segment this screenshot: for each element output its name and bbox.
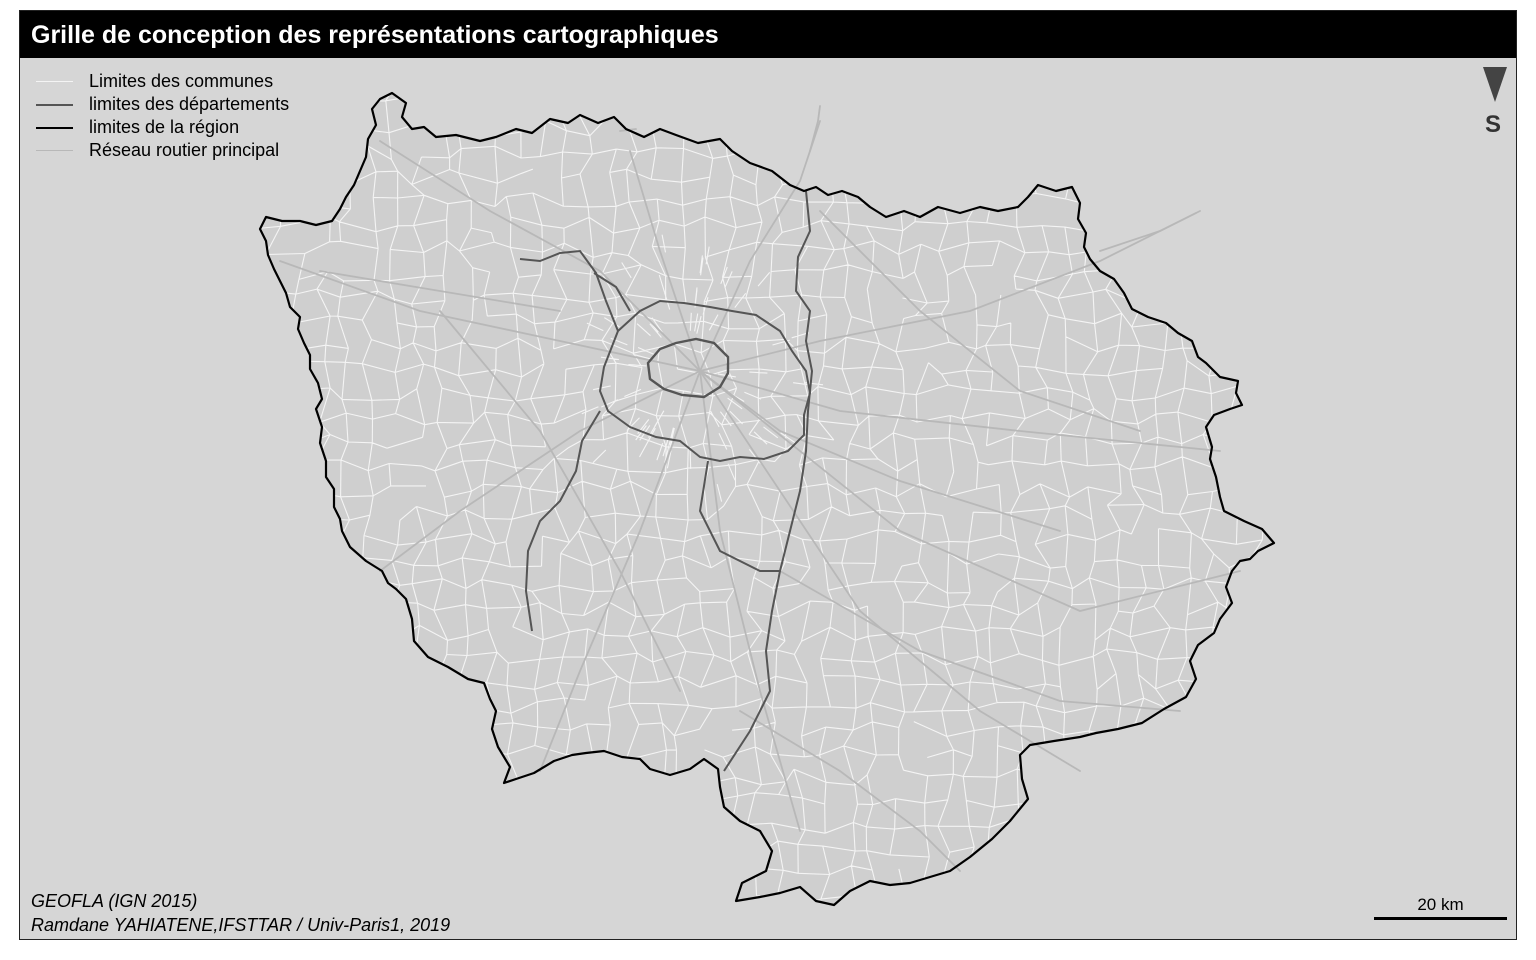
- road-network: [279, 105, 1241, 872]
- department-boundaries: [519, 190, 814, 772]
- source-credits: GEOFLA (IGN 2015) Ramdane YAHIATENE,IFST…: [31, 889, 450, 937]
- orientation-indicator: S: [1483, 67, 1509, 139]
- map-title: Grille de conception des représentations…: [31, 21, 719, 49]
- south-arrow-icon: [1483, 67, 1507, 102]
- legend-label-departements: limites des départements: [89, 94, 290, 114]
- legend-swatch-communes: [36, 81, 73, 82]
- region-fill: [260, 93, 1274, 905]
- scale-bar: 20 km: [1374, 895, 1507, 921]
- legend-label-roads: Réseau routier principal: [89, 140, 280, 160]
- legend-swatch-departements: [36, 104, 73, 106]
- legend-swatch-region: [36, 127, 73, 129]
- scale-label: 20 km: [1417, 895, 1464, 914]
- legend-label-region: limites de la région: [89, 117, 240, 137]
- source-author-credit: Ramdane YAHIATENE,IFSTTAR / Univ-Paris1,…: [31, 915, 451, 935]
- legend-label-communes: Limites des communes: [89, 71, 274, 91]
- scale-bar-line: [1374, 917, 1507, 920]
- map-canvas: [258, 91, 1276, 907]
- paris-boundary: [646, 337, 730, 399]
- legend-swatch-roads: [36, 150, 73, 151]
- orientation-letter: S: [1485, 111, 1502, 138]
- source-data-credit: GEOFLA (IGN 2015): [31, 891, 198, 911]
- map-frame: Grille de conception des représentations…: [19, 10, 1517, 940]
- title-bar: Grille de conception des représentations…: [20, 11, 1516, 58]
